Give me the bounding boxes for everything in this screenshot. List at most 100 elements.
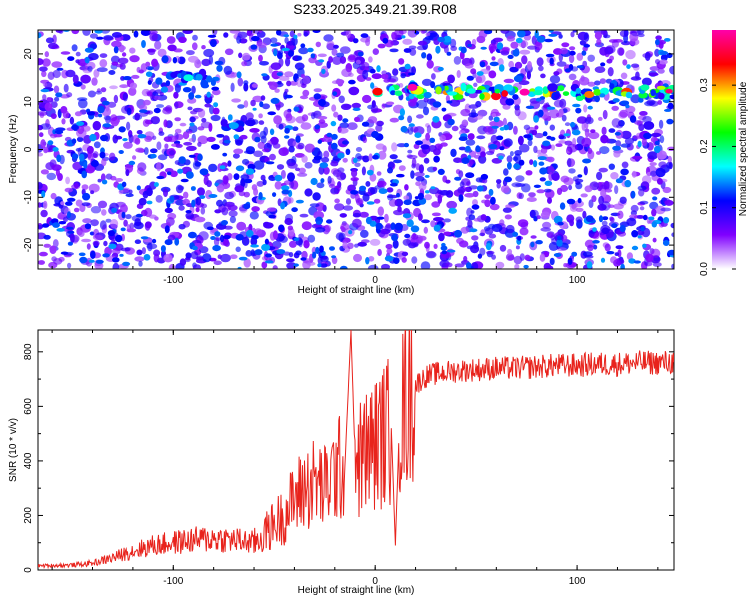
noise-speck <box>41 190 46 198</box>
y-tick-label: 600 <box>23 398 34 415</box>
spectrogram-y-axis-label: Frequency (Hz) <box>8 115 19 184</box>
spectrogram-x-axis-label: Height of straight line (km) <box>298 285 415 296</box>
noise-speck <box>424 35 434 41</box>
noise-speck <box>547 156 555 163</box>
noise-speck <box>102 123 112 128</box>
noise-speck <box>188 92 195 100</box>
noise-speck <box>488 188 494 196</box>
y-tick-label: -10 <box>23 190 34 205</box>
noise-speck <box>658 41 664 49</box>
noise-speck <box>129 47 136 54</box>
noise-speck <box>587 54 595 62</box>
noise-speck <box>390 182 398 187</box>
noise-speck <box>146 243 158 250</box>
noise-speck <box>237 266 242 269</box>
noise-speck <box>313 88 322 93</box>
feature-speck <box>658 92 665 100</box>
noise-speck <box>443 218 451 223</box>
noise-speck <box>183 191 189 199</box>
y-tick-label: 400 <box>23 452 34 469</box>
noise-speck <box>87 65 93 72</box>
noise-speck <box>241 61 248 67</box>
noise-speck <box>189 122 195 127</box>
noise-speck <box>572 103 581 108</box>
noise-speck <box>476 35 486 44</box>
noise-speck <box>558 140 567 144</box>
noise-speck <box>476 71 484 76</box>
noise-speck <box>446 100 453 104</box>
noise-speck <box>150 116 160 125</box>
noise-speck <box>315 246 320 255</box>
noise-speck <box>155 77 163 85</box>
noise-speck <box>392 68 399 76</box>
noise-speck <box>475 145 481 153</box>
noise-speck <box>117 57 129 64</box>
noise-speck <box>568 54 575 64</box>
noise-speck <box>500 184 510 194</box>
noise-speck <box>362 69 369 80</box>
noise-speck <box>446 200 458 209</box>
noise-speck <box>155 195 163 203</box>
noise-speck <box>423 226 428 234</box>
noise-speck <box>583 44 590 48</box>
noise-speck <box>227 160 232 167</box>
noise-speck <box>548 109 560 119</box>
noise-speck <box>77 97 88 101</box>
noise-speck <box>454 176 462 181</box>
noise-speck <box>256 30 266 38</box>
noise-speck <box>620 263 625 269</box>
noise-speck <box>145 61 151 67</box>
noise-speck <box>238 256 248 261</box>
noise-speck <box>433 243 438 249</box>
feature-speck <box>416 94 425 100</box>
noise-speck <box>321 157 330 163</box>
noise-speck <box>67 241 73 246</box>
feature-speck <box>491 92 501 101</box>
noise-speck <box>543 188 552 193</box>
y-tick-label: 800 <box>23 343 34 360</box>
noise-speck <box>165 80 171 87</box>
noise-speck <box>545 53 555 58</box>
noise-speck <box>197 108 206 118</box>
noise-speck <box>415 163 421 171</box>
noise-speck <box>174 101 179 110</box>
noise-speck <box>539 96 546 100</box>
feature-speck <box>195 73 203 81</box>
noise-speck <box>85 165 95 174</box>
noise-speck <box>122 261 131 267</box>
noise-speck <box>296 77 303 88</box>
noise-speck <box>345 198 352 205</box>
noise-speck <box>223 65 233 75</box>
colorbar-tick-label: 0.1 <box>699 200 710 214</box>
noise-speck <box>67 56 75 61</box>
noise-speck <box>287 172 295 182</box>
noise-speck <box>587 105 593 110</box>
noise-speck <box>216 64 223 72</box>
noise-speck <box>214 209 222 214</box>
noise-speck <box>649 162 657 166</box>
noise-speck <box>274 174 283 182</box>
noise-speck <box>93 141 101 149</box>
noise-speck <box>557 221 564 226</box>
noise-speck <box>369 68 376 74</box>
noise-speck <box>229 254 238 259</box>
noise-speck <box>568 73 577 81</box>
noise-speck <box>507 248 513 255</box>
noise-speck <box>658 119 664 129</box>
noise-speck <box>460 108 471 117</box>
noise-speck <box>337 114 343 121</box>
noise-speck <box>214 231 221 237</box>
noise-speck <box>568 168 576 174</box>
noise-speck <box>46 97 52 102</box>
noise-speck <box>602 216 609 221</box>
noise-speck <box>488 143 498 150</box>
noise-speck <box>496 135 504 141</box>
noise-speck <box>416 45 427 51</box>
noise-speck <box>90 190 95 195</box>
noise-speck <box>216 199 224 207</box>
noise-speck <box>638 97 644 103</box>
noise-speck <box>365 181 371 187</box>
noise-speck <box>355 147 363 152</box>
noise-speck <box>329 246 335 251</box>
noise-speck <box>178 223 186 230</box>
